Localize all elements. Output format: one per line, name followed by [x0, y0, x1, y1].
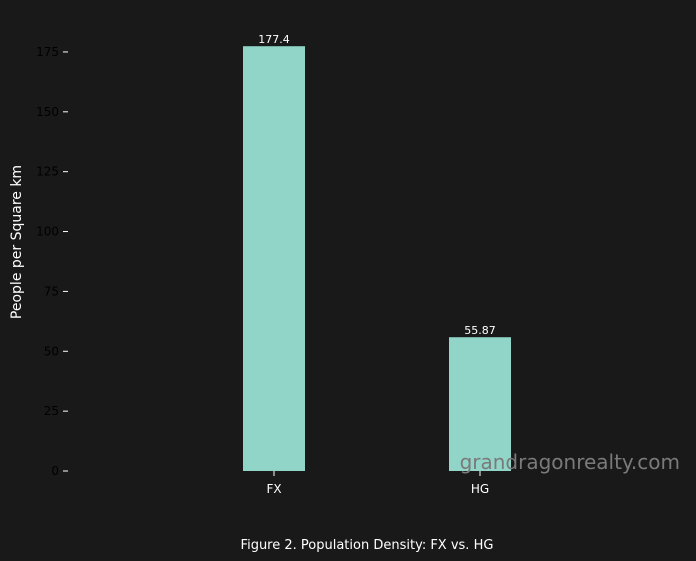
y-tick-label: 125	[36, 165, 59, 179]
x-axis: FX HG	[266, 471, 489, 496]
x-tick-label-fx: FX	[266, 482, 281, 496]
y-tick-label: 150	[36, 105, 59, 119]
figure-caption: Figure 2. Population Density: FX vs. HG	[241, 538, 494, 553]
y-tick-label: 175	[36, 45, 59, 59]
bar-hg	[449, 337, 511, 471]
y-axis: 0 25 50 75 100 125 150 175	[36, 45, 68, 478]
y-tick-label: 50	[44, 344, 59, 358]
y-axis-label: People per Square km	[9, 165, 25, 319]
data-label-hg: 55.87	[464, 324, 496, 337]
data-label-fx: 177.4	[258, 33, 290, 46]
bars-group: 177.4 55.87	[243, 33, 511, 472]
x-tick-label-hg: HG	[471, 482, 489, 496]
y-tick-label: 25	[44, 404, 59, 418]
watermark-text: grandragonrealty.com	[460, 450, 680, 474]
y-tick-label: 0	[51, 464, 59, 478]
y-tick-label: 100	[36, 225, 59, 239]
y-tick-label: 75	[44, 284, 59, 298]
bar-fx	[243, 46, 305, 472]
